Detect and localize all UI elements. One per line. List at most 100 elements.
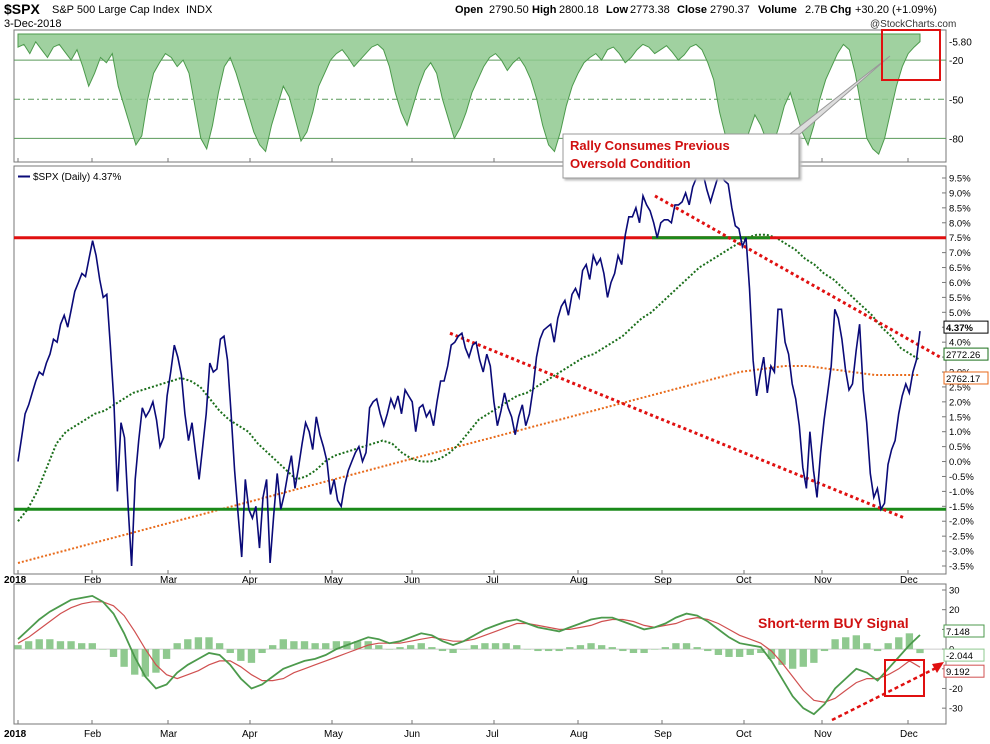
macd-histogram-bar (449, 649, 457, 654)
price-y-tick-label: 5.0% (949, 308, 971, 319)
macd-histogram-bar (863, 643, 871, 650)
macd-x-tick-label: Dec (900, 729, 918, 740)
price-x-tick-label: Jul (486, 575, 499, 586)
macd-value-badge-box (943, 624, 985, 638)
quote-high-value: 2800.18 (559, 4, 599, 16)
macd-x-tick-label: Jul (486, 729, 499, 740)
macd-histogram-bar (194, 637, 203, 650)
macd-histogram-bar (269, 645, 277, 650)
macd-histogram-bar (56, 641, 65, 650)
macd-histogram-bar (406, 645, 415, 650)
macd-histogram-bar (438, 649, 447, 652)
price-y-tick-label: 8.5% (949, 203, 971, 214)
buy-signal-highlight-box (884, 659, 925, 697)
oscillator-tick-label: -5.80 (949, 38, 972, 49)
price-x-tick-label: Nov (814, 575, 832, 586)
macd-histogram-bar (513, 645, 521, 650)
macd-histogram-bar (417, 643, 425, 650)
ma-long-badge-box (943, 371, 989, 385)
macd-histogram-bar (470, 645, 478, 650)
price-y-tick-label: 2.0% (949, 397, 971, 408)
macd-histogram-bar (788, 649, 797, 669)
oversold-highlight-box (881, 29, 941, 81)
macd-histogram-bar (290, 641, 298, 650)
quote-low-label: Low (606, 4, 628, 16)
price-x-tick-label: Apr (242, 575, 258, 586)
macd-histogram-bar (300, 641, 309, 650)
buy-signal-label: Short-term BUY Signal (758, 615, 909, 631)
macd-histogram-bar (152, 649, 160, 673)
macd-hist-badge-box (943, 648, 985, 662)
macd-histogram-bar (905, 633, 914, 650)
price-x-tick-label: Feb (84, 575, 102, 586)
macd-x-tick-label: Aug (570, 729, 588, 740)
date-label: 3-Dec-2018 (4, 18, 61, 30)
price-y-tick-label: 7.0% (949, 248, 971, 259)
price-x-tick-label: 2018 (4, 575, 27, 586)
quote-close-value: 2790.37 (710, 4, 750, 16)
price-y-tick-label: -1.5% (949, 502, 974, 513)
price-y-tick-label: 0.0% (949, 457, 971, 468)
macd-histogram-bar (778, 649, 786, 665)
macd-histogram-bar (884, 643, 892, 650)
price-y-tick-label: 1.5% (949, 412, 971, 423)
quote-chg-label: Chg (830, 4, 851, 16)
exchange-label: INDX (186, 4, 213, 16)
macd-histogram-bar (831, 639, 839, 650)
price-y-tick-label: -3.0% (949, 547, 974, 558)
quote-chg-value: +30.20 (+1.09%) (855, 4, 937, 16)
quote-high-label: High (532, 4, 557, 16)
macd-histogram-bar (810, 649, 818, 663)
falling-resistance-trendline (654, 194, 941, 359)
macd-line (17, 594, 921, 716)
macd-y-tick-label: -20 (949, 684, 963, 695)
macd-value-badge: 7.148 (946, 627, 970, 638)
macd-histogram-bar (725, 649, 733, 657)
macd-histogram-bar (842, 637, 850, 650)
macd-x-tick-label: Oct (736, 729, 752, 740)
quote-open-label: Open (455, 4, 483, 16)
price-y-tick-label: 7.5% (949, 233, 971, 244)
macd-histogram-bar (109, 649, 118, 657)
macd-histogram-bar (714, 649, 723, 655)
macd-x-tick-label: Sep (654, 729, 672, 740)
macd-y-tick-label: 20 (949, 605, 960, 616)
quote-open-value: 2790.50 (489, 4, 529, 16)
macd-histogram-bar (332, 641, 341, 650)
price-x-tick-label: Sep (654, 575, 672, 586)
macd-histogram-bar (704, 649, 712, 652)
macd-histogram-bar (77, 643, 86, 650)
macd-x-tick-label: Jun (404, 729, 420, 740)
price-y-tick-label: 1.0% (949, 427, 971, 438)
macd-x-tick-label: May (324, 729, 343, 740)
ma-long-badge: 2762.17 (946, 374, 980, 385)
price-y-tick-label: 4.0% (949, 338, 971, 349)
price-pct-badge-box (943, 320, 989, 334)
macd-histogram-bar (46, 639, 54, 650)
macd-histogram-bar (619, 649, 627, 652)
ma-short-badge-box (943, 347, 989, 361)
macd-histogram-bar (852, 635, 861, 650)
macd-hist-badge: -2.044 (946, 651, 973, 662)
ma-short-line (17, 233, 921, 522)
quote-volume-value: 2.7B (805, 4, 828, 16)
macd-histogram-bar (629, 649, 638, 654)
symbol-label: $SPX (4, 1, 40, 17)
macd-histogram-bar (279, 639, 287, 650)
macd-histogram-bar (35, 639, 43, 650)
watermark-label: @StockCharts.com (870, 19, 956, 30)
oversold-callout-line2: Oversold Condition (570, 156, 691, 171)
macd-histogram-bar (576, 645, 585, 650)
macd-histogram-bar (682, 643, 691, 650)
quote-volume-label: Volume (758, 4, 797, 16)
macd-histogram-bar (258, 649, 266, 654)
macd-x-tick-label: Mar (160, 729, 178, 740)
macd-histogram-bar (555, 649, 563, 652)
price-y-tick-label: 8.0% (949, 218, 971, 229)
macd-histogram-bar (14, 645, 22, 650)
price-y-tick-label: -2.0% (949, 517, 974, 528)
macd-histogram-bar (131, 649, 139, 675)
macd-histogram-bar (215, 643, 224, 650)
macd-histogram-bar (587, 643, 595, 650)
